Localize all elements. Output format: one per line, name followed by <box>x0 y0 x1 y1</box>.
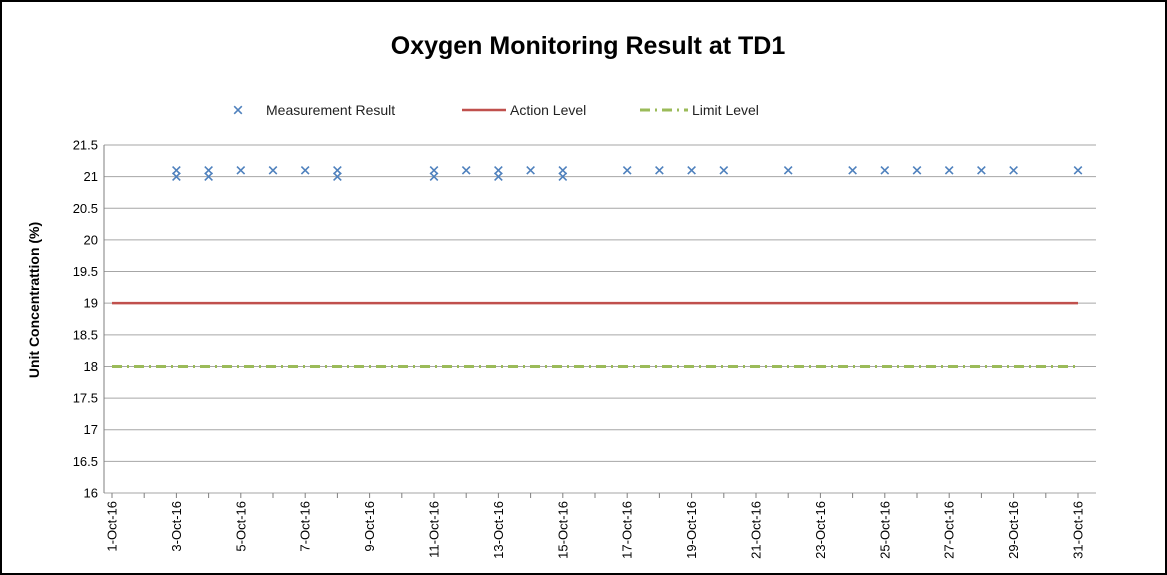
measurement-point <box>526 165 535 175</box>
measurement-point <box>558 165 568 175</box>
legend-item-limit: Limit Level <box>640 102 759 118</box>
legend-label-limit: Limit Level <box>692 102 759 118</box>
y-tick-label: 21 <box>84 169 98 184</box>
x-tick-label: 25-Oct-16 <box>877 501 892 559</box>
y-tick-label: 17 <box>84 422 98 437</box>
legend-item-action: Action Level <box>462 102 586 118</box>
measurement-point <box>236 165 246 175</box>
legend-item-measurement: Measurement Result <box>233 102 395 118</box>
x-tick-label: 29-Oct-16 <box>1006 501 1021 559</box>
measurement-point <box>429 165 439 175</box>
legend-x-marker <box>233 105 243 115</box>
measurement-point <box>912 165 922 175</box>
measurement-point <box>622 165 632 175</box>
measurement-point <box>172 165 181 175</box>
x-tick-label: 27-Oct-16 <box>942 501 957 559</box>
x-tick-label: 11-Oct-16 <box>427 501 442 558</box>
gridlines <box>103 144 1096 494</box>
measurement-point <box>558 172 568 182</box>
x-axis: 1-Oct-16 3-Oct-16 5-Oct-16 7-Oct-16 9-Oct-16… <box>105 493 1086 559</box>
y-tick-label: 20.5 <box>73 201 98 216</box>
x-tick-label: 21-Oct-16 <box>749 501 764 559</box>
legend: Measurement Result Action Level Limit Le… <box>233 102 759 118</box>
measurement-point <box>719 165 729 175</box>
measurement-point <box>429 172 439 182</box>
measurement-points <box>172 165 1083 182</box>
legend-marker-x <box>233 105 243 115</box>
measurement-point <box>783 165 793 175</box>
y-tick-labels: 16 16.5 17 17.5 18 18.5 19 19.5 20 20.5 21 21.5 <box>73 138 98 501</box>
y-tick-label: 16 <box>84 486 98 501</box>
measurement-point <box>977 165 986 175</box>
y-tick-label: 20 <box>84 232 98 247</box>
x-tick-label: 13-Oct-16 <box>491 501 506 559</box>
x-tick-label: 19-Oct-16 <box>684 501 699 559</box>
measurement-point <box>300 165 310 175</box>
measurement-point <box>687 165 696 175</box>
measurement-point <box>461 165 471 175</box>
measurement-point <box>494 165 503 175</box>
x-tick-label: 15-Oct-16 <box>555 501 570 559</box>
measurement-point <box>944 165 954 175</box>
measurement-point <box>1009 165 1018 175</box>
x-tick-label: 9-Oct-16 <box>362 501 377 552</box>
legend-label-measurement: Measurement Result <box>266 102 395 118</box>
level-lines <box>112 301 1078 368</box>
measurement-point <box>204 172 213 182</box>
y-tick-label: 18.5 <box>73 327 98 342</box>
measurement-point <box>655 165 664 175</box>
x-tick-label: 5-Oct-16 <box>233 501 248 552</box>
x-tick-label: 3-Oct-16 <box>169 501 184 552</box>
x-tick-label: 17-Oct-16 <box>620 501 635 559</box>
measurement-point <box>172 172 181 182</box>
x-tick-label: 7-Oct-16 <box>298 501 313 552</box>
measurement-point <box>333 165 342 175</box>
y-tick-label: 18 <box>84 359 98 374</box>
x-tick-label: 23-Oct-16 <box>813 501 828 559</box>
y-tick-label: 21.5 <box>73 138 98 153</box>
measurement-point <box>880 165 890 175</box>
x-tick-label: 31-Oct-16 <box>1071 501 1086 559</box>
measurement-point <box>494 172 503 182</box>
measurement-point <box>204 165 213 175</box>
measurement-point <box>1073 165 1083 175</box>
y-tick-label: 19.5 <box>73 264 98 279</box>
y-tick-label: 17.5 <box>73 391 98 406</box>
y-tick-label: 19 <box>84 296 98 311</box>
legend-label-action: Action Level <box>510 102 586 118</box>
measurement-point <box>268 165 278 175</box>
measurement-point <box>333 172 342 182</box>
chart-title: Oxygen Monitoring Result at TD1 <box>391 32 786 60</box>
measurement-point <box>848 165 857 175</box>
x-tick-label: 1-Oct-16 <box>105 501 120 552</box>
y-axis-label: Unit Concentrattion (%) <box>26 222 42 378</box>
y-tick-label: 16.5 <box>73 454 98 469</box>
